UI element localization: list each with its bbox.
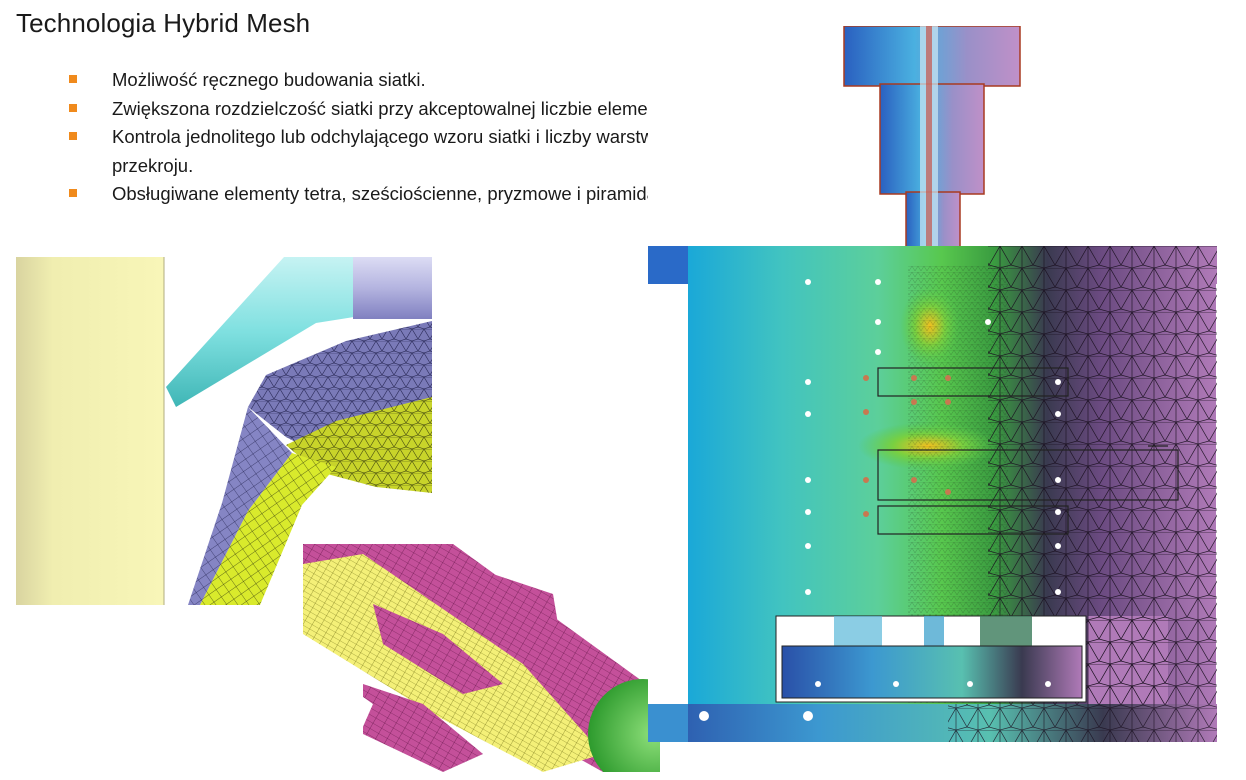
feature-text: Zwiększona rozdzielczość siatki przy akc… — [112, 97, 691, 119]
feature-text: Możliwość ręcznego budowania siatki. — [112, 69, 426, 90]
feature-list-item: Możliwość ręcznego budowania siatki. — [66, 66, 826, 95]
hybrid-mesh-nozzle-image — [16, 257, 432, 605]
feature-list: Możliwość ręcznego budowania siatki. Zwi… — [66, 66, 826, 209]
feature-list-item: Obsługiwane elementy tetra, sześciościen… — [66, 180, 826, 209]
feature-list-item: Kontrola jednolitego lub odchylającego w… — [66, 123, 826, 180]
orange-square-bullet-icon — [69, 189, 77, 197]
structured-mesh-image — [303, 544, 660, 772]
page-title: Technologia Hybrid Mesh — [16, 8, 311, 38]
mold-cross-section-image — [648, 26, 1217, 742]
feature-list-item: Zwiększona rozdzielczość siatki przy akc… — [66, 95, 826, 124]
feature-text: Kontrola jednolitego lub odchylającego w… — [112, 126, 775, 176]
orange-square-bullet-icon — [69, 75, 77, 83]
orange-square-bullet-icon — [69, 132, 77, 140]
orange-square-bullet-icon — [69, 103, 77, 112]
feature-text: Obsługiwane elementy tetra, sześciościen… — [112, 183, 687, 204]
